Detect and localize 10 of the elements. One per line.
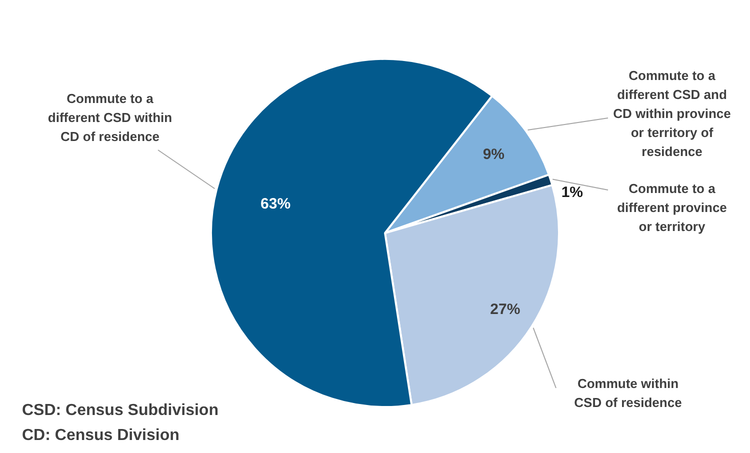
text: CSD: Census Subdivision	[22, 401, 218, 421]
data-label: 9%	[482, 146, 505, 163]
text: CD: Census Division	[22, 426, 180, 446]
data-label: 1%	[561, 184, 584, 202]
slice-label: Commute to a different CSD within CD of residence	[48, 91, 172, 144]
slice-label: Commute to a different province or territory	[617, 181, 727, 234]
data-label: 27%	[490, 301, 520, 318]
slice-label: Commute to a different CSD and CD within province or territory of residence	[613, 68, 731, 160]
data-label: 63%	[260, 196, 291, 213]
slice-label: Commute within CSD of residence	[574, 376, 682, 410]
